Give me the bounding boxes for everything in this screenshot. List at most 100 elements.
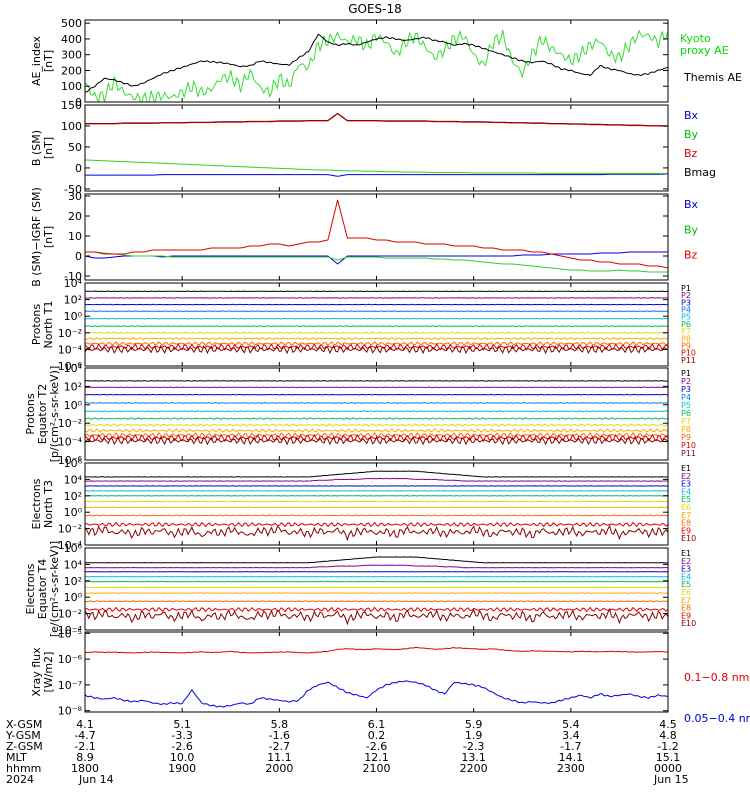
legend-item: P6 bbox=[681, 409, 691, 418]
panel-3-legend: Bx By Bz bbox=[684, 198, 699, 262]
legend-item: E9 bbox=[681, 526, 691, 535]
legend-item: Bmag bbox=[684, 166, 716, 179]
series-p6 bbox=[85, 417, 668, 420]
series-bx bbox=[85, 173, 668, 177]
legend-item: P5 bbox=[681, 313, 691, 322]
series-p3 bbox=[85, 303, 668, 306]
series-p9 bbox=[85, 341, 668, 346]
y-tick-label: 100 bbox=[61, 80, 82, 93]
legend-item: E4 bbox=[681, 572, 691, 581]
y-axis-label: [nT] bbox=[42, 50, 55, 72]
legend-item: E7 bbox=[681, 511, 691, 520]
y-tick-label: 10⁻⁶ bbox=[58, 653, 83, 666]
legend-item: P11 bbox=[681, 449, 696, 458]
y-tick-label: 30 bbox=[68, 190, 82, 203]
panel-2-legend: Bx By Bz Bmag bbox=[684, 109, 716, 179]
footer-cell: 8.9 bbox=[76, 751, 94, 764]
legend-item: P4 bbox=[681, 306, 691, 315]
panel-3: -10 0 10 20 30 B (SM)−IGRF (SM) [nT] Bx By Bz bbox=[30, 187, 699, 287]
y-tick-label: 10⁻⁶ bbox=[58, 454, 83, 467]
footer-cell: 0.2 bbox=[368, 729, 386, 742]
series-themis-ae bbox=[85, 33, 668, 93]
legend-item: P10 bbox=[681, 441, 696, 450]
panel-8-legend: 0.1−0.8 nm 0.05−0.4 nm bbox=[684, 671, 750, 725]
y-tick-label: 10² bbox=[64, 294, 82, 307]
footer-cell: 0000 bbox=[654, 762, 682, 775]
panel-7-series bbox=[85, 556, 668, 626]
y-tick-label: 10⁻⁵ bbox=[58, 627, 82, 640]
legend-item: P1 bbox=[681, 369, 691, 378]
footer-cell: Jun 14 bbox=[78, 773, 114, 786]
series-e10 bbox=[85, 524, 668, 542]
y-axis-label: North T3 bbox=[42, 480, 55, 528]
series-e1 bbox=[85, 470, 668, 478]
series-p10 bbox=[85, 343, 668, 351]
y-axis-label: Equator T2 bbox=[36, 384, 49, 444]
footer-cell: 12.1 bbox=[364, 751, 389, 764]
y-tick-label: 10 bbox=[68, 230, 82, 243]
series-e7 bbox=[85, 592, 668, 594]
series-p3 bbox=[85, 393, 668, 396]
y-tick-label: 100 bbox=[61, 120, 82, 133]
y-tick-label: 10² bbox=[64, 490, 82, 503]
series-0-05-0-4-nm bbox=[85, 680, 668, 708]
series-p8 bbox=[85, 428, 668, 433]
footer-cell: 2300 bbox=[557, 762, 585, 775]
series-bz bbox=[85, 199, 668, 269]
series-p11 bbox=[85, 344, 668, 355]
y-axis-label: [e/(cm²-s-sr-keV)] bbox=[48, 541, 61, 637]
y-tick-label: 10⁻² bbox=[58, 417, 82, 430]
legend-item: By bbox=[684, 223, 699, 236]
footer-row-label: hhmm bbox=[6, 762, 41, 775]
y-tick-label: 10² bbox=[64, 575, 82, 588]
panel-4: 10⁻⁶ 10⁻⁴ 10⁻² 10⁰ 10² 10⁴ Protons North T1 P1P2… bbox=[30, 277, 696, 373]
footer-cell: 2200 bbox=[460, 762, 488, 775]
y-axis-label: AE_index bbox=[30, 35, 43, 86]
legend-item: Bz bbox=[684, 249, 698, 262]
y-tick-label: 10⁰ bbox=[64, 506, 83, 519]
y-axis-label: Xray flux bbox=[30, 647, 43, 697]
series-p10 bbox=[85, 433, 668, 443]
footer-cell: 6.1 bbox=[368, 718, 386, 731]
panel-1-frame bbox=[84, 19, 669, 103]
legend-item: E10 bbox=[681, 619, 696, 628]
legend-item: P7 bbox=[681, 327, 691, 336]
y-axis-label: North T1 bbox=[42, 301, 55, 349]
footer-cell: -2.7 bbox=[269, 740, 290, 753]
panel-3-frame bbox=[84, 193, 669, 281]
panel-2-series bbox=[85, 112, 668, 177]
panel-5-frame bbox=[84, 367, 669, 461]
y-tick-label: 0 bbox=[75, 162, 82, 175]
legend-item: P9 bbox=[681, 433, 691, 442]
footer-cell: 15.1 bbox=[656, 751, 681, 764]
panel-5-series bbox=[85, 380, 668, 446]
footer-cell: 4.5 bbox=[659, 718, 677, 731]
footer-cell: 10.0 bbox=[170, 751, 195, 764]
series-bx bbox=[85, 251, 668, 265]
panel-1-series bbox=[85, 29, 668, 102]
series-p2 bbox=[85, 297, 668, 299]
y-tick-label: 400 bbox=[61, 33, 82, 46]
series-e2 bbox=[85, 477, 668, 482]
legend-item: E10 bbox=[681, 534, 696, 543]
legend-item: P3 bbox=[681, 298, 691, 307]
series-e5 bbox=[85, 580, 668, 583]
legend-item: E2 bbox=[681, 557, 691, 566]
y-axis-label: Electrons bbox=[24, 563, 37, 614]
y-tick-label: 500 bbox=[61, 17, 82, 30]
legend-item: E2 bbox=[681, 472, 691, 481]
series-e1 bbox=[85, 556, 668, 564]
legend-item: Bx bbox=[684, 109, 699, 122]
y-axis-label: [p/(cm²-s-sr-keV)] bbox=[48, 366, 61, 463]
footer-row-label: 2024 bbox=[6, 773, 34, 786]
footer-cell: 13.1 bbox=[461, 751, 486, 764]
series-0-1-0-8-nm bbox=[85, 646, 668, 654]
footer-cell: 2100 bbox=[363, 762, 391, 775]
legend-item: P4 bbox=[681, 393, 691, 402]
footer-row-label: MLT bbox=[6, 751, 27, 764]
y-tick-label: 10⁶ bbox=[64, 457, 83, 470]
